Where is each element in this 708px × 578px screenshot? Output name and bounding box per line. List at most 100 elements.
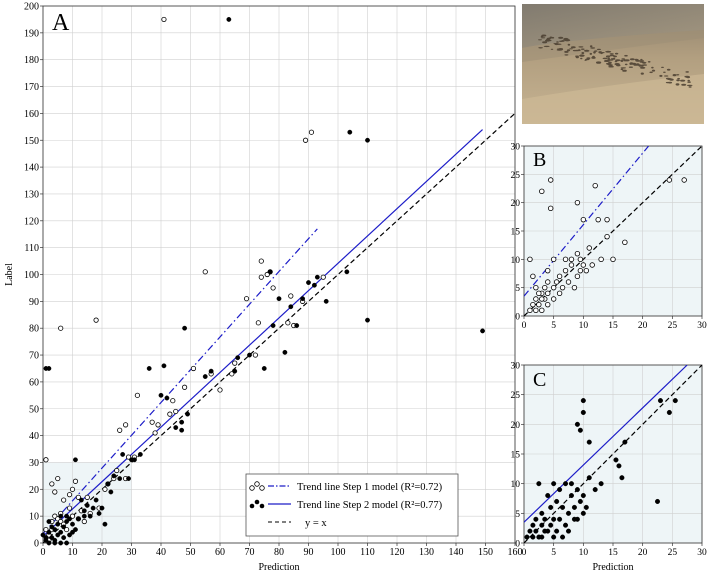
panel-b-letter: B — [533, 149, 546, 171]
seal-shape — [677, 77, 680, 80]
panel-b-x-tick-label: 0 — [522, 321, 527, 331]
seal-shape — [635, 60, 641, 62]
panel-b-open-point — [530, 301, 536, 308]
seal-shape — [621, 58, 625, 60]
panel-c-filled-point — [577, 427, 583, 433]
seal-shape — [570, 46, 576, 49]
panel-a-step1-line — [43, 228, 318, 535]
panel-a-open-point — [69, 513, 76, 519]
seal-shape — [549, 36, 553, 39]
panel-a-open-point — [123, 422, 129, 428]
panel-a-open-point — [229, 371, 235, 377]
seal-shape — [607, 58, 610, 61]
panel-a-filled-point — [137, 451, 143, 457]
panel-a-y-tick-label: 150 — [24, 136, 39, 147]
panel-a-filled-point — [226, 17, 232, 22]
panel-b-open-point — [556, 273, 563, 280]
panel-c-filled-point — [571, 516, 577, 522]
seal-shape — [616, 64, 621, 67]
panel-c-filled-point — [551, 534, 557, 540]
seal-shape — [580, 57, 583, 60]
panel-a-filled-point — [179, 419, 185, 425]
panel-a-y-tick-label: 80 — [29, 324, 39, 335]
seal-shape — [608, 61, 612, 64]
panel-b-open-point — [550, 296, 557, 302]
panel-a-y-tick-label: 50 — [29, 404, 39, 415]
panel-c-filled-point — [545, 493, 551, 499]
panel-a-x-tick-label: 80 — [274, 547, 284, 558]
panel-c-y-tick-label: 20 — [511, 421, 521, 431]
seal-shape — [605, 55, 611, 58]
panel-a-y-tick-label: 20 — [29, 485, 39, 496]
panel-b-open-point — [571, 284, 578, 291]
panel-b-open-point — [610, 256, 616, 263]
seal-shape — [605, 50, 612, 53]
panel-a-open-point — [252, 352, 258, 358]
seal-shape — [591, 56, 596, 59]
panel-a-y-tick-label: 120 — [24, 216, 39, 227]
panel-c-filled-point — [672, 398, 678, 404]
panel-c-x-tick-label: 25 — [668, 548, 678, 558]
seal-shape — [542, 41, 548, 44]
seal-shape — [681, 83, 687, 86]
panel-a-filled-point — [46, 366, 52, 371]
seal-shape — [620, 68, 624, 71]
seal-shape — [628, 66, 633, 68]
seal-shape — [666, 68, 671, 71]
panel-b-y-tick-label: 15 — [511, 228, 521, 238]
panel-b-x-tick-label: 5 — [551, 321, 556, 331]
panel-a-open-point — [217, 387, 223, 393]
seal-shape — [540, 35, 544, 38]
seal-shape — [602, 57, 608, 60]
panel-a-x-tick-label: 20 — [97, 547, 107, 558]
panel-a-filled-point — [314, 274, 320, 280]
panel-a-filled-point — [58, 513, 64, 519]
seal-shape — [581, 52, 585, 54]
panel-a-filled-point — [64, 540, 70, 546]
panel-b-x-tick-label: 30 — [697, 321, 707, 331]
panel-c-filled-point — [542, 528, 548, 534]
panel-b-y-tick-label: 0 — [515, 313, 520, 323]
seal-shape — [577, 49, 581, 52]
seal-shape — [598, 51, 602, 54]
panel-a-filled-point — [46, 529, 52, 535]
panel-a-open-point — [66, 505, 73, 511]
panel-a-filled-point — [323, 298, 329, 304]
panel-a-filled-point — [347, 129, 353, 135]
panel-a-filled-point — [344, 269, 350, 275]
seal-shape — [608, 65, 614, 68]
panel-a-filled-point — [261, 366, 267, 371]
panel-c-y-tick-label: 15 — [511, 451, 521, 461]
panel-a-open-point — [84, 494, 90, 500]
panel-a-open-point — [288, 293, 294, 299]
panel-a-filled-point — [105, 481, 111, 487]
seal-shape — [624, 63, 628, 66]
panel-a-filled-point — [173, 425, 179, 430]
panel-c-filled-point — [548, 504, 554, 510]
panel-a-filled-point — [67, 516, 72, 522]
panel-c-y-tick-label: 0 — [515, 540, 520, 550]
seal-shape — [615, 59, 621, 62]
seal-shape — [614, 52, 619, 55]
panel-a-filled-point — [288, 304, 294, 310]
seal-shape — [640, 72, 644, 75]
seal-shape — [593, 51, 596, 54]
panel-a-open-point — [52, 489, 58, 495]
panel-a-open-point — [170, 398, 176, 404]
panel-c-filled-point — [554, 528, 560, 534]
panel-b-y-tick-label: 10 — [511, 256, 521, 266]
seal-shape — [596, 61, 602, 64]
panel-c-filled-point — [536, 481, 542, 487]
legend-step1-label: Trend line Step 1 model (R²=0.72) — [297, 482, 443, 493]
legend-box — [245, 473, 459, 537]
panel-c-filled-point — [580, 398, 586, 404]
panel-a-open-point — [182, 384, 188, 390]
panel-b-open-point — [545, 267, 551, 274]
aerial-beach-photo — [522, 4, 704, 124]
panel-a-open-point — [308, 129, 315, 135]
panel-c-y-tick-label: 5 — [515, 510, 520, 520]
seal-shape — [538, 39, 542, 41]
panel-a-identity-line — [43, 112, 515, 543]
seal-shape — [614, 60, 618, 63]
seal-shape — [558, 36, 564, 39]
